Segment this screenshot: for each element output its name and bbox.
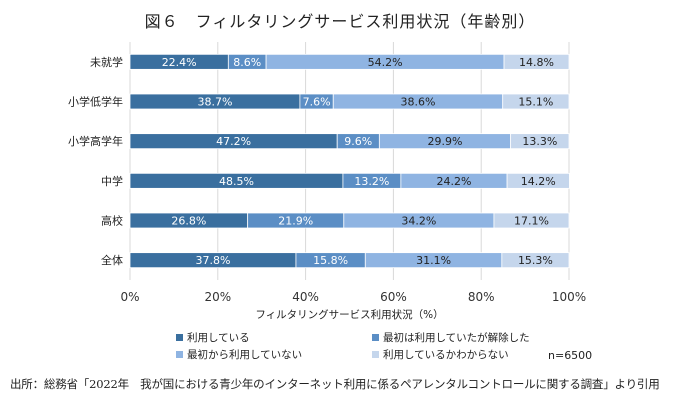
y-category-label: 未就学	[90, 55, 123, 69]
bar-data-label: 15.8%	[313, 254, 348, 267]
x-tick-label: 40%	[292, 290, 319, 304]
bar-data-label: 7.6%	[303, 96, 331, 109]
legend-label-never-used: 最初から利用していない	[187, 349, 303, 361]
bar-data-label: 47.2%	[216, 135, 251, 148]
bar-data-label: 15.3%	[518, 254, 553, 267]
bar-data-label: 13.2%	[354, 175, 389, 188]
x-tick-label: 0%	[120, 290, 139, 304]
legend-label-unknown: 利用しているかわからない	[383, 349, 509, 361]
bar-data-label: 24.2%	[437, 175, 472, 188]
bar-data-label: 9.6%	[344, 135, 372, 148]
bar-data-label: 21.9%	[278, 215, 313, 228]
bar-segment	[503, 53, 570, 70]
bar-data-label: 38.7%	[197, 96, 232, 109]
bar-data-label: 15.1%	[518, 96, 553, 109]
legend-swatch-never-used	[176, 351, 183, 358]
bar-segment	[501, 252, 570, 269]
legend-item-never-used: 最初から利用していない	[176, 347, 302, 362]
bar-data-label: 13.3%	[522, 135, 557, 148]
legend-swatch-unknown	[372, 351, 379, 358]
bar-segment	[510, 133, 570, 150]
bar-segment	[493, 212, 570, 229]
bar-data-label: 54.2%	[368, 56, 403, 69]
legend-swatch-using	[176, 334, 183, 341]
bar-data-label: 29.9%	[428, 135, 463, 148]
source-citation: 出所：総務省「2022年 我が国における青少年のインターネット利用に係るペアレン…	[10, 377, 660, 391]
bar-segment	[506, 172, 570, 189]
x-tick-label: 20%	[204, 290, 231, 304]
x-tick-label: 100%	[552, 290, 586, 304]
bar-data-label: 38.6%	[401, 96, 436, 109]
bar-data-label: 8.6%	[233, 56, 261, 69]
bar-segment	[502, 93, 570, 110]
y-category-label: 小学低学年	[68, 95, 123, 109]
x-tick-label: 60%	[380, 290, 407, 304]
x-tick-label: 80%	[468, 290, 495, 304]
y-category-label: 高校	[101, 214, 123, 228]
chart-title: 図６ フィルタリングサービス利用状況（年齢別）	[144, 12, 536, 31]
legend-item-using: 利用している	[176, 330, 250, 345]
y-category-label: 全体	[101, 253, 123, 267]
y-category-label: 中学	[101, 174, 123, 188]
bar-data-label: 34.2%	[401, 215, 436, 228]
bar-data-label: 14.2%	[521, 175, 556, 188]
legend-item-cancelled: 最初は利用していたが解除した	[372, 330, 530, 345]
bar-data-label: 26.8%	[171, 215, 206, 228]
legend-item-unknown: 利用しているかわからない	[372, 347, 509, 362]
legend-label-cancelled: 最初は利用していたが解除した	[383, 332, 530, 344]
y-category-label: 小学高学年	[68, 134, 123, 148]
bar-data-label: 22.4%	[162, 56, 197, 69]
bar-data-label: 37.8%	[195, 254, 230, 267]
bar-data-label: 14.8%	[519, 56, 554, 69]
sample-size-note: n=6500	[548, 349, 593, 362]
legend-swatch-cancelled	[372, 334, 379, 341]
bar-data-label: 48.5%	[219, 175, 254, 188]
bar-data-label: 17.1%	[514, 215, 549, 228]
x-axis-title: フィルタリングサービス利用状況（%）	[255, 308, 443, 321]
legend-label-using: 利用している	[187, 332, 250, 344]
bar-data-label: 31.1%	[416, 254, 451, 267]
